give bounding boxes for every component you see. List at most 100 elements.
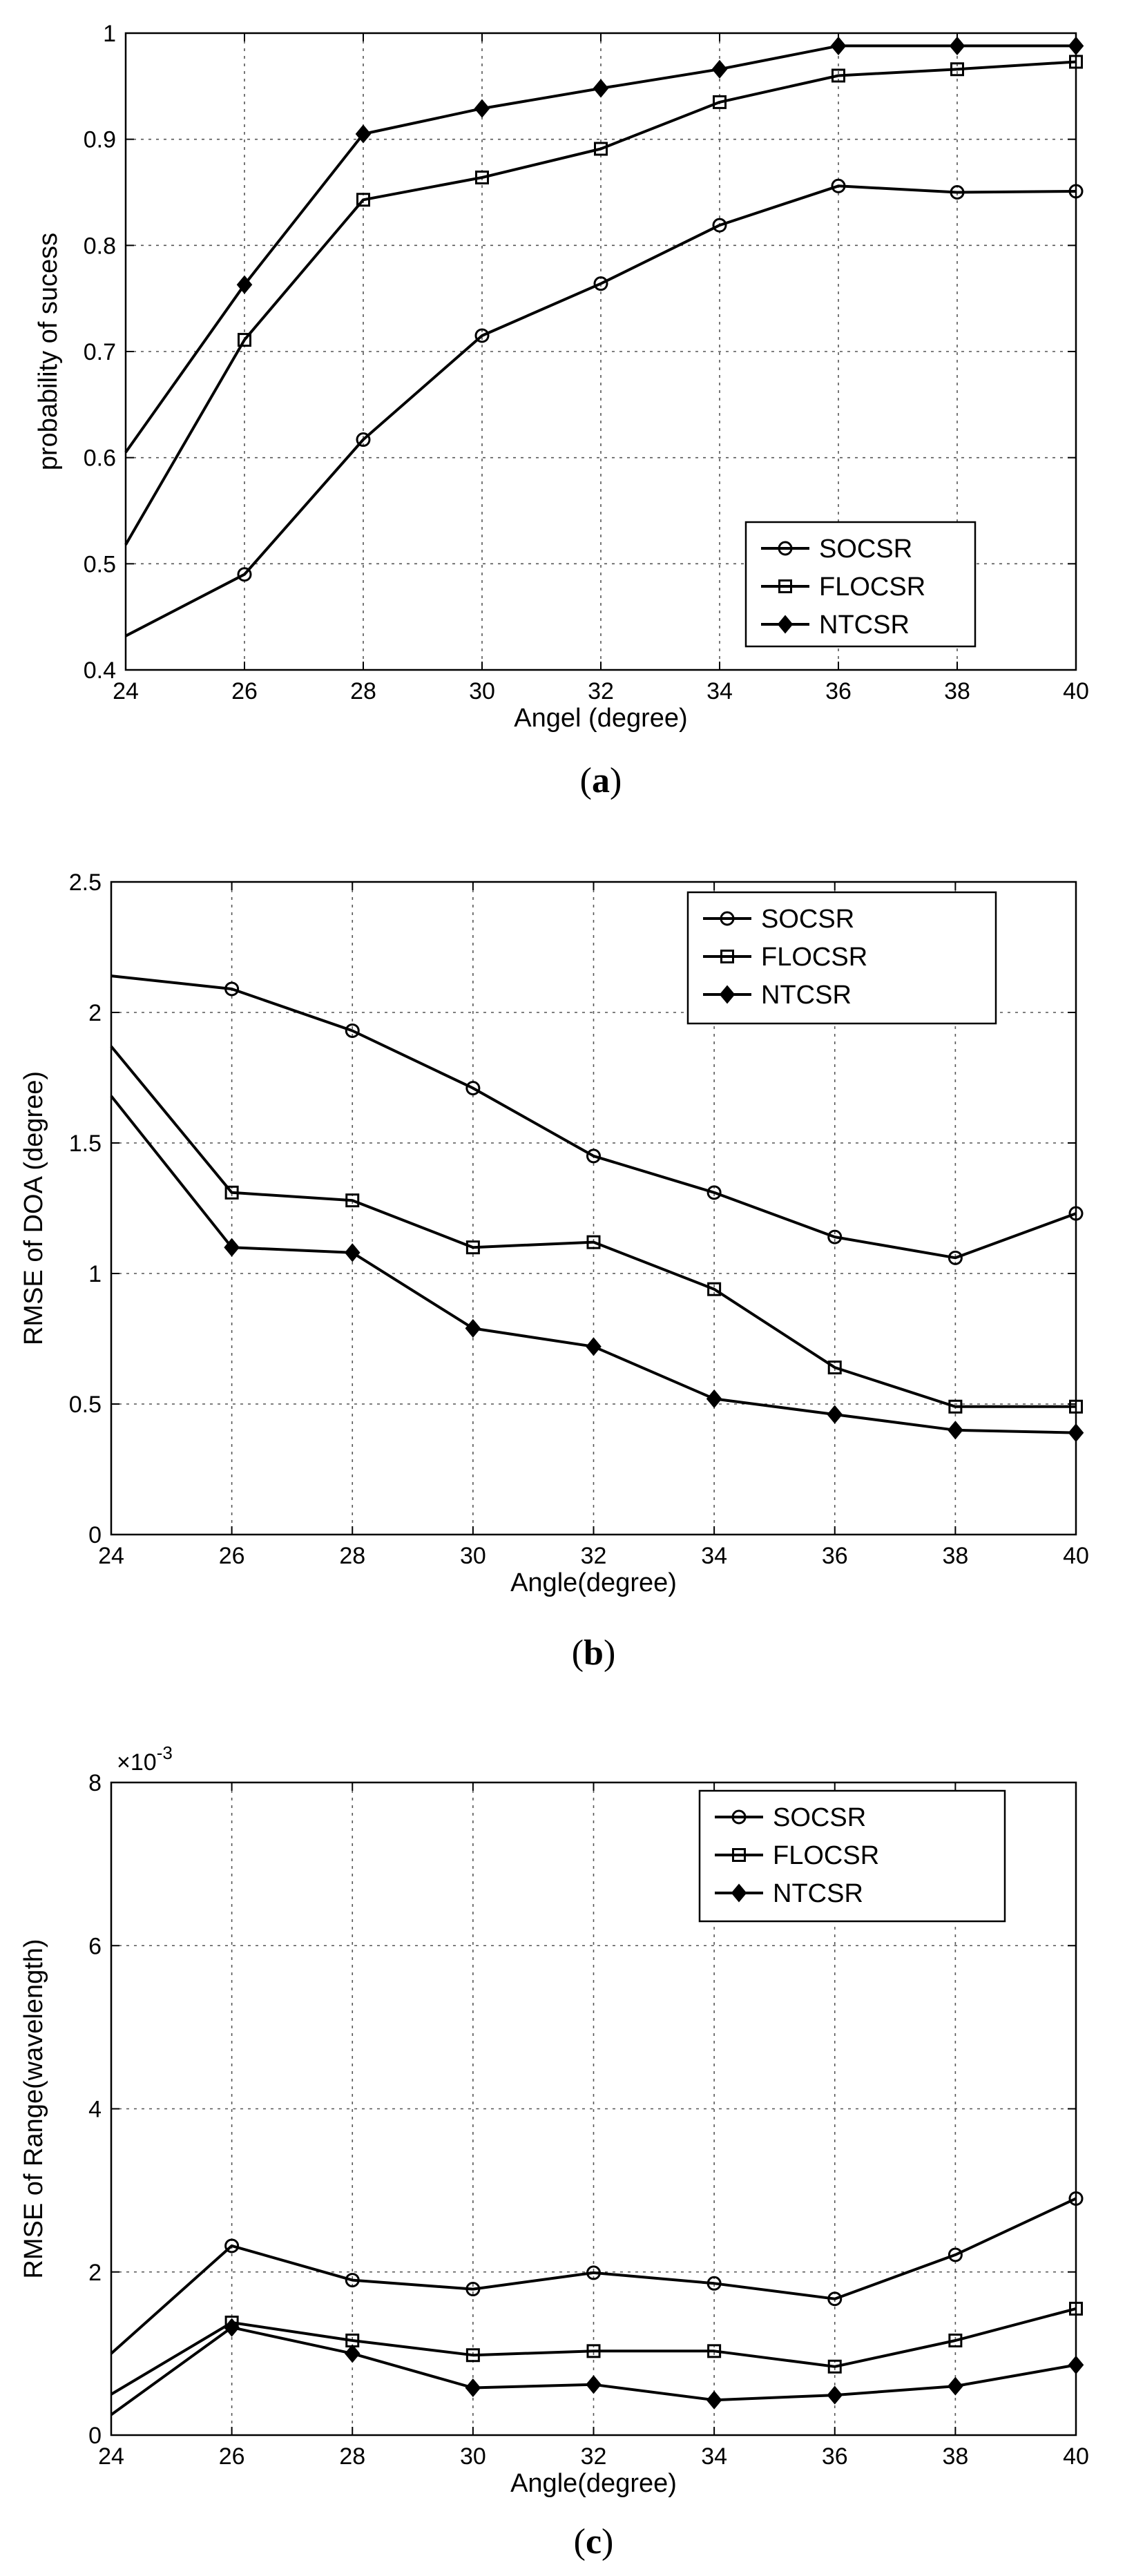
data-point-socsr xyxy=(345,1023,360,1038)
x-tick-label: 30 xyxy=(469,678,495,704)
data-point-flocsr xyxy=(586,1235,601,1249)
data-point-flocsr xyxy=(707,2344,722,2358)
data-point-flocsr xyxy=(465,2348,480,2363)
data-point-socsr xyxy=(950,185,965,200)
y-axis-title: probability of sucess xyxy=(34,233,63,470)
x-tick-label: 30 xyxy=(460,1543,486,1569)
multiplier-exponent: -3 xyxy=(157,1742,173,1763)
data-point-flocsr xyxy=(465,1240,480,1255)
data-point-socsr xyxy=(586,1148,601,1164)
data-point-ntcsr xyxy=(948,1421,963,1440)
data-point-ntcsr xyxy=(1068,36,1084,56)
data-point-ntcsr xyxy=(711,59,728,79)
caption-open-paren: ( xyxy=(572,1633,584,1673)
x-tick-label: 28 xyxy=(339,1543,365,1569)
data-point-socsr xyxy=(593,276,608,291)
figure-caption: (c) xyxy=(574,2522,614,2561)
data-point-ntcsr xyxy=(827,1405,843,1424)
data-point-socsr xyxy=(224,981,240,997)
x-tick-label: 26 xyxy=(219,1543,245,1569)
legend: SOCSR FLOCSR NTCSR xyxy=(698,1789,1006,1923)
y-tick-label: 0.6 xyxy=(84,445,116,472)
series-line-flocsr xyxy=(110,2307,1077,2396)
x-tick-label: 40 xyxy=(1063,2443,1089,2470)
data-point-flocsr xyxy=(1069,2301,1083,2316)
data-point-ntcsr xyxy=(474,99,490,118)
y-tick-label: 6 xyxy=(88,1933,102,1959)
data-point-socsr xyxy=(827,2291,843,2307)
x-tick-label: 34 xyxy=(701,2443,727,2470)
x-tick-label: 38 xyxy=(942,1543,968,1569)
data-point-socsr xyxy=(712,218,727,233)
legend-label: SOCSR xyxy=(761,905,854,934)
caption-close-paren: ) xyxy=(604,1633,615,1673)
data-point-ntcsr xyxy=(586,1337,602,1356)
data-point-flocsr xyxy=(948,1399,963,1414)
y-axis-title: RMSE of DOA (degree) xyxy=(19,1071,48,1345)
data-point-socsr xyxy=(465,1081,481,1096)
y-tick-label: 0.9 xyxy=(84,127,116,153)
x-tick-label: 32 xyxy=(581,2443,607,2470)
data-point-ntcsr xyxy=(706,1389,722,1409)
chart-b: 24 26 28 30 32 34 36 38 40 0 0.5 1 1.5 2 2.5 Angle(degr… xyxy=(19,869,1089,1673)
data-point-ntcsr xyxy=(344,1243,360,1262)
x-tick-label: 38 xyxy=(944,678,970,704)
series-flocsr xyxy=(110,1045,1083,1414)
legend-label: NTCSR xyxy=(761,981,852,1010)
legend-label: FLOCSR xyxy=(761,943,867,972)
data-point-socsr xyxy=(706,2276,722,2291)
data-point-socsr xyxy=(706,1185,722,1200)
data-point-ntcsr xyxy=(830,36,847,56)
legend-marker xyxy=(720,911,735,926)
x-tick-label: 26 xyxy=(219,2443,245,2470)
data-point-socsr xyxy=(237,567,252,582)
legend: SOCSR FLOCSR NTCSR xyxy=(686,891,997,1025)
legend-marker xyxy=(720,950,734,963)
data-point-socsr xyxy=(356,432,371,448)
series-ntcsr xyxy=(110,1095,1084,1443)
chart-c: 24 26 28 30 32 34 36 38 4002468Angle(degree)RMSE… xyxy=(19,1742,1089,2561)
series-socsr xyxy=(125,178,1084,637)
data-point-socsr xyxy=(1068,2191,1084,2206)
series-flocsr xyxy=(110,2301,1083,2396)
data-point-flocsr xyxy=(707,1282,722,1296)
legend-marker xyxy=(731,1883,747,1903)
data-point-socsr xyxy=(474,328,490,343)
series-ntcsr xyxy=(110,2318,1084,2416)
y-tick-label: 4 xyxy=(88,2097,102,2123)
y-axis-multiplier: ×10-3 xyxy=(117,1742,173,1776)
data-point-ntcsr xyxy=(355,124,372,144)
y-tick-label: 2 xyxy=(88,2260,102,2286)
series-line-socsr xyxy=(110,974,1077,1260)
x-tick-label: 24 xyxy=(98,1543,124,1569)
data-point-ntcsr xyxy=(465,1318,481,1338)
series-line-flocsr xyxy=(124,60,1077,546)
figure-caption: (a) xyxy=(580,761,622,800)
x-tick-label: 40 xyxy=(1063,678,1089,704)
y-tick-label: 1.5 xyxy=(69,1131,102,1157)
legend-marker xyxy=(731,1809,747,1825)
series-line-ntcsr xyxy=(110,2326,1077,2416)
legend-label: SOCSR xyxy=(773,1803,866,1832)
x-tick-label: 34 xyxy=(706,678,733,704)
x-tick-label: 24 xyxy=(98,2443,124,2470)
x-tick-label: 32 xyxy=(581,1543,607,1569)
x-tick-label: 26 xyxy=(231,678,258,704)
y-tick-label: 0.8 xyxy=(84,233,116,259)
data-point-socsr xyxy=(827,1229,843,1244)
caption-open-paren: ( xyxy=(580,761,592,800)
data-point-ntcsr xyxy=(706,2390,722,2410)
y-tick-label: 0 xyxy=(88,2423,102,2449)
x-tick-label: 28 xyxy=(350,678,376,704)
y-tick-label: 0.5 xyxy=(69,1392,102,1418)
x-tick-label: 32 xyxy=(588,678,614,704)
y-tick-label: 1 xyxy=(88,1261,102,1287)
y-tick-label: 8 xyxy=(88,1770,102,1796)
y-tick-label: 2 xyxy=(88,1000,102,1026)
y-tick-label: 0.4 xyxy=(84,657,116,684)
x-tick-label: 36 xyxy=(822,2443,848,2470)
series-flocsr xyxy=(124,55,1083,546)
series-ntcsr xyxy=(124,36,1084,454)
legend-marker xyxy=(719,985,735,1004)
